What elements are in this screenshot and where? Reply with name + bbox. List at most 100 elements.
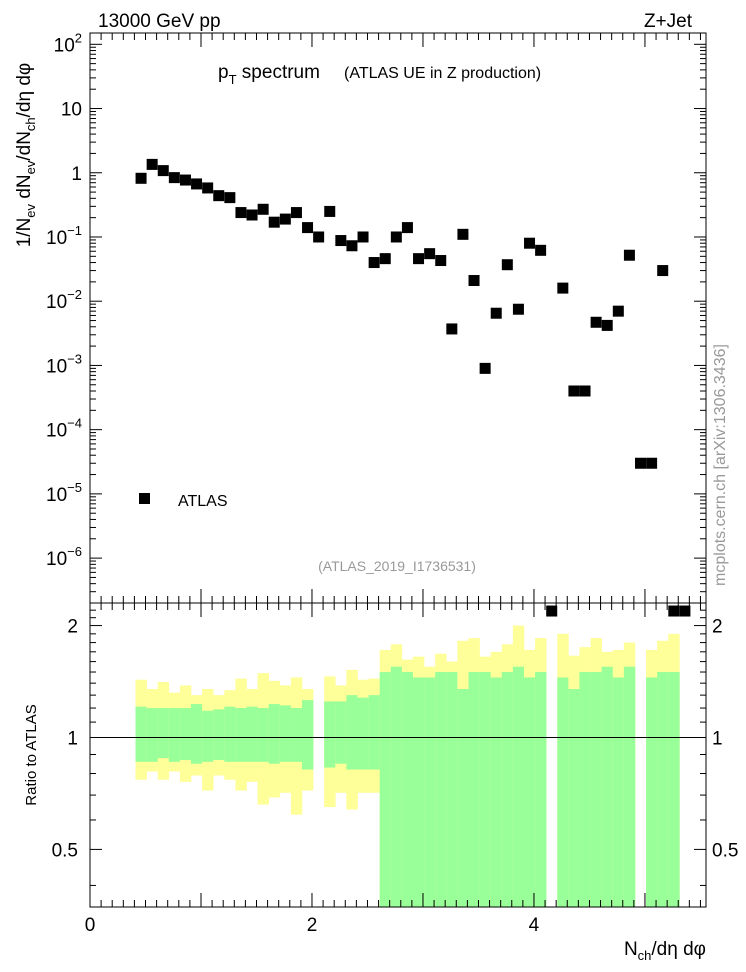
data-point: [679, 605, 691, 617]
xlabel-rest: /dη dφ: [651, 939, 706, 960]
ratio-inner-band: [268, 704, 281, 764]
data-point: [302, 222, 314, 234]
data-point: [346, 240, 358, 252]
data-point: [590, 316, 602, 328]
tick-base: 10: [46, 356, 67, 377]
data-point: [579, 385, 591, 397]
ratio-inner-band: [146, 708, 159, 762]
ratio-inner-band: [379, 672, 392, 907]
data-point: [368, 257, 380, 269]
main-x-ticks: [89, 33, 701, 603]
main-y-tick-label: 10−2: [46, 287, 82, 313]
data-point: [257, 203, 269, 215]
ylabel-sub-ev1: ev: [23, 203, 38, 217]
ylabel-sub-ch: ch: [23, 117, 38, 131]
tick-base: 10: [46, 485, 67, 506]
header-left-label: 13000 GeV pp: [98, 11, 221, 32]
tick-base: 10: [46, 228, 67, 249]
data-point: [168, 172, 180, 184]
ratio-inner-band: [435, 672, 447, 907]
ratio-inner-band: [535, 672, 547, 907]
title-spectrum: spectrum: [237, 62, 320, 83]
xlabel-n: N: [624, 939, 638, 960]
legend-label: ATLAS: [178, 493, 228, 510]
ratio-inner-band: [401, 672, 414, 907]
ratio-inner-band: [523, 677, 536, 907]
ratio-inner-band: [213, 709, 225, 760]
data-point: [191, 178, 203, 190]
ratio-inner-band: [479, 672, 491, 907]
main-y-tick-label: 10−1: [46, 223, 82, 249]
data-point: [557, 282, 569, 294]
tick-exponent: −5: [67, 480, 82, 495]
x-axis-label: Nch/dη dφ: [624, 939, 706, 963]
ratio-y-tick-label-right: 0.5: [712, 840, 738, 861]
ratio-y-ticks: 0.5 0.5 1 1 2 2: [52, 609, 738, 886]
ratio-inner-band: [191, 704, 203, 764]
ratio-inner-band: [224, 706, 236, 762]
data-point: [657, 265, 669, 277]
ratio-inner-band: [623, 666, 636, 907]
ratio-inner-band: [468, 672, 480, 907]
data-point: [213, 190, 225, 202]
ylabel-part-2: dN: [14, 174, 35, 204]
ratio-inner-band: [568, 689, 580, 907]
ratio-inner-band: [601, 666, 614, 907]
tick-exponent: −3: [67, 351, 82, 366]
ratio-inner-band: [412, 677, 425, 907]
main-y-tick-label: 10−4: [46, 416, 82, 442]
main-title: pT spectrum: [218, 62, 320, 87]
ratio-inner-band: [368, 695, 380, 770]
ratio-inner-band: [668, 672, 680, 907]
x-tick-label: 4: [529, 915, 540, 936]
ylabel-part-3: /dN: [14, 131, 35, 161]
data-point: [635, 457, 647, 469]
ratio-inner-band: [335, 701, 347, 764]
analysis-tag: (ATLAS_2019_I1736531): [318, 558, 476, 574]
x-tick-label: 0: [85, 915, 96, 936]
ratio-inner-band: [446, 672, 458, 907]
ratio-inner-band: [279, 705, 292, 762]
ratio-inner-band: [490, 677, 503, 907]
ratio-x-ticks: 0 2 4: [85, 603, 701, 936]
ratio-y-tick-label: 1: [67, 728, 78, 749]
data-point: [324, 205, 336, 217]
data-point: [623, 249, 635, 261]
legend-marker: [139, 493, 150, 504]
data-point: [224, 192, 236, 204]
header-right-label: Z+Jet: [644, 11, 693, 32]
main-y-tick-label: 102: [54, 30, 82, 56]
ratio-inner-band: [390, 666, 403, 907]
data-point: [424, 248, 436, 260]
data-point: [668, 605, 680, 617]
data-point: [279, 213, 291, 225]
data-point: [290, 207, 302, 219]
data-point: [646, 457, 658, 469]
title-sub-t: T: [229, 72, 237, 87]
main-title-paren: (ATLAS UE in Z production): [344, 65, 541, 82]
tick-base: 10: [46, 549, 67, 570]
data-point: [501, 259, 513, 271]
ratio-inner-band: [590, 672, 602, 907]
tick-base: 1: [71, 164, 82, 185]
ratio-inner-band: [235, 708, 247, 762]
ratio-inner-band: [290, 708, 303, 762]
ratio-y-axis-label: Ratio to ATLAS: [23, 704, 40, 805]
ratio-inner-band: [157, 708, 170, 759]
ratio-inner-band: [324, 701, 336, 768]
data-point: [524, 237, 536, 249]
data-point: [146, 158, 158, 170]
main-y-tick-label: 10: [61, 100, 82, 121]
data-point: [268, 216, 280, 228]
tick-exponent: −4: [67, 416, 82, 431]
title-p: p: [218, 62, 229, 83]
tick-base: 10: [46, 421, 67, 442]
data-markers: [135, 158, 691, 617]
legend: ATLAS: [139, 493, 228, 510]
xlabel-sub-ch: ch: [638, 948, 652, 963]
ratio-inner-band: [257, 708, 269, 762]
tick-base: 10: [61, 100, 82, 121]
main-panel: pT spectrum (ATLAS UE in Z production) (…: [14, 30, 707, 617]
